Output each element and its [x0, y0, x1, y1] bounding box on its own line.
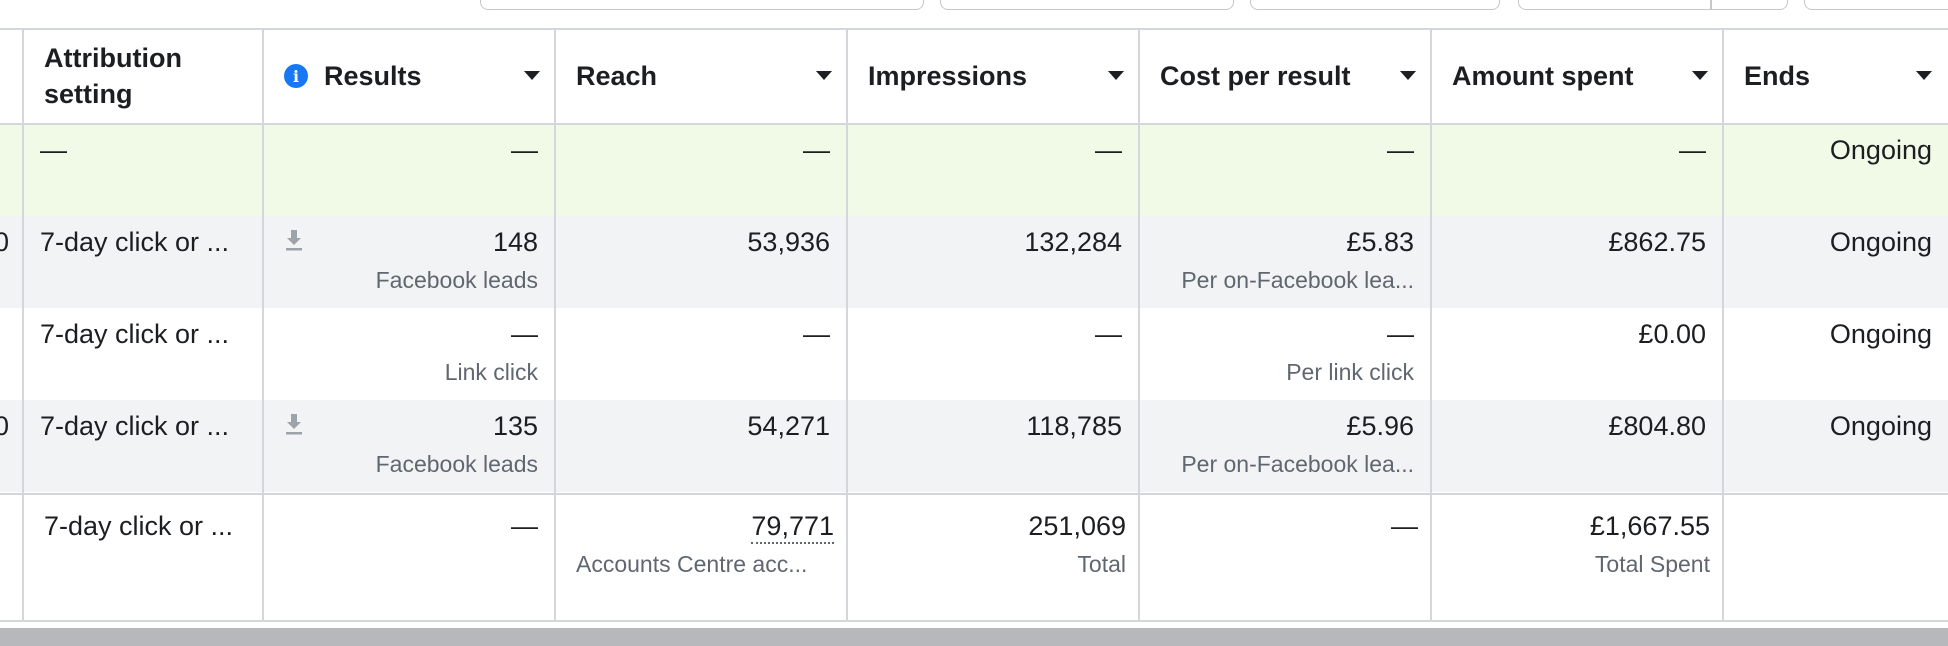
totals-row: 7-day click or ... — 79,771 Accounts Cen…: [0, 494, 1948, 620]
table-row[interactable]: 0 / 7-day click or ... 148 Facebook lead…: [0, 216, 1948, 308]
cell-results-sub: Link click: [444, 359, 538, 385]
total-attribution: 7-day click or ...: [44, 511, 234, 541]
total-results: —: [511, 511, 538, 541]
cell-cost-sub: Per on-Facebook lea...: [1181, 451, 1414, 477]
toolbar-divider: [1710, 0, 1712, 10]
cell-impressions: —: [1095, 135, 1122, 165]
header-label: Cost per result: [1160, 61, 1351, 91]
toolbar-button-3[interactable]: [1250, 0, 1500, 10]
table-header: Attribution setting i Results Reach Impr…: [0, 28, 1948, 124]
caret-down-icon[interactable]: [816, 71, 832, 80]
cell-cost-sub: Per link click: [1286, 359, 1414, 385]
caret-down-icon[interactable]: [1916, 71, 1932, 80]
grid-line: [1722, 28, 1724, 620]
grid-line: [22, 28, 24, 620]
cell-cost: —: [1387, 135, 1414, 165]
cell-impressions: 118,785: [1026, 411, 1122, 441]
cell-reach: 53,936: [747, 227, 830, 257]
cell-results-sub: Facebook leads: [375, 267, 538, 293]
cell-reach: —: [803, 135, 830, 165]
header-reach[interactable]: Reach: [556, 28, 848, 124]
cell-cost-sub: Per on-Facebook lea...: [1181, 267, 1414, 293]
cell-ends: Ongoing: [1829, 135, 1932, 165]
cell-results: 135: [492, 411, 538, 441]
caret-down-icon[interactable]: [1692, 71, 1708, 80]
header-label: Attribution setting: [44, 43, 182, 109]
grid-line: [0, 123, 1948, 125]
info-icon[interactable]: i: [284, 64, 308, 88]
total-impressions: 251,069: [1028, 511, 1126, 541]
cell-spent: £0.00: [1638, 319, 1706, 349]
grid-line: [1138, 28, 1140, 620]
cell-attribution: 7-day click or ...: [40, 227, 230, 257]
results-table: Attribution setting i Results Reach Impr…: [0, 28, 1948, 624]
header-impressions[interactable]: Impressions: [848, 28, 1140, 124]
header-label: Results: [324, 61, 422, 91]
grid-line: [0, 28, 1948, 30]
header-results[interactable]: i Results: [264, 28, 556, 124]
cell-left-edge: 0: [0, 227, 10, 257]
toolbar-button-5[interactable]: [1804, 0, 1948, 10]
header-label: Amount spent: [1452, 61, 1634, 91]
cell-ends: Ongoing: [1829, 411, 1932, 441]
cell-results-sub: Facebook leads: [375, 451, 538, 477]
total-reach[interactable]: 79,771: [751, 510, 834, 544]
cell-results: —: [511, 135, 538, 165]
total-impressions-sub: Total: [1077, 551, 1126, 577]
toolbar-button-2[interactable]: [940, 0, 1234, 10]
cell-reach: —: [803, 319, 830, 349]
grid-line: [0, 620, 1948, 622]
cell-spent: £804.80: [1608, 411, 1706, 441]
caret-down-icon[interactable]: [1108, 71, 1124, 80]
cell-impressions: —: [1095, 319, 1122, 349]
grid-line: [0, 493, 1948, 495]
cell-cost: £5.83: [1346, 227, 1414, 257]
header-cost-per-result[interactable]: Cost per result: [1140, 28, 1432, 124]
grid-line: [554, 28, 556, 620]
cell-cost: £5.96: [1346, 411, 1414, 441]
header-label: Reach: [576, 61, 658, 91]
cell-ends: Ongoing: [1829, 227, 1932, 257]
cell-attribution: 7-day click or ...: [40, 411, 230, 441]
cell-attribution: 7-day click or ...: [40, 319, 230, 349]
grid-line: [1430, 28, 1432, 620]
cell-spent: —: [1679, 135, 1706, 165]
toolbar-button-1[interactable]: [480, 0, 924, 10]
caret-down-icon[interactable]: [1400, 71, 1416, 80]
cell-left-edge: 0: [0, 411, 10, 441]
cell-attribution: —: [40, 135, 67, 165]
header-label: Ends: [1744, 61, 1811, 91]
header-ends[interactable]: Ends: [1724, 28, 1948, 124]
total-cost: —: [1391, 511, 1418, 541]
cell-cost: —: [1387, 319, 1414, 349]
total-reach-sub: Accounts Centre acc...: [576, 551, 808, 577]
table-row[interactable]: 7-day click or ... — Link click — — — Pe…: [0, 308, 1948, 400]
total-spent-sub: Total Spent: [1594, 551, 1710, 577]
header-attribution[interactable]: Attribution setting: [24, 28, 264, 124]
caret-down-icon[interactable]: [524, 71, 540, 80]
download-icon[interactable]: [284, 228, 304, 252]
toolbar-button-4[interactable]: [1518, 0, 1788, 10]
total-spent: £1,667.55: [1589, 511, 1710, 541]
cell-results: —: [511, 319, 538, 349]
cell-ends: Ongoing: [1829, 319, 1932, 349]
horizontal-scrollbar[interactable]: [0, 628, 1948, 646]
grid-line: [262, 28, 264, 620]
table-row[interactable]: 0 / 7-day click or ... 135 Facebook lead…: [0, 400, 1948, 492]
cell-spent: £862.75: [1608, 227, 1706, 257]
header-amount-spent[interactable]: Amount spent: [1432, 28, 1724, 124]
table-row[interactable]: — — — — — — Ongoing: [0, 124, 1948, 216]
toolbar: [0, 0, 1948, 28]
download-icon[interactable]: [284, 412, 304, 436]
cell-reach: 54,271: [747, 411, 830, 441]
grid-line: [846, 28, 848, 620]
header-label: Impressions: [868, 61, 1028, 91]
cell-results: 148: [492, 227, 538, 257]
cell-impressions: 132,284: [1024, 227, 1122, 257]
